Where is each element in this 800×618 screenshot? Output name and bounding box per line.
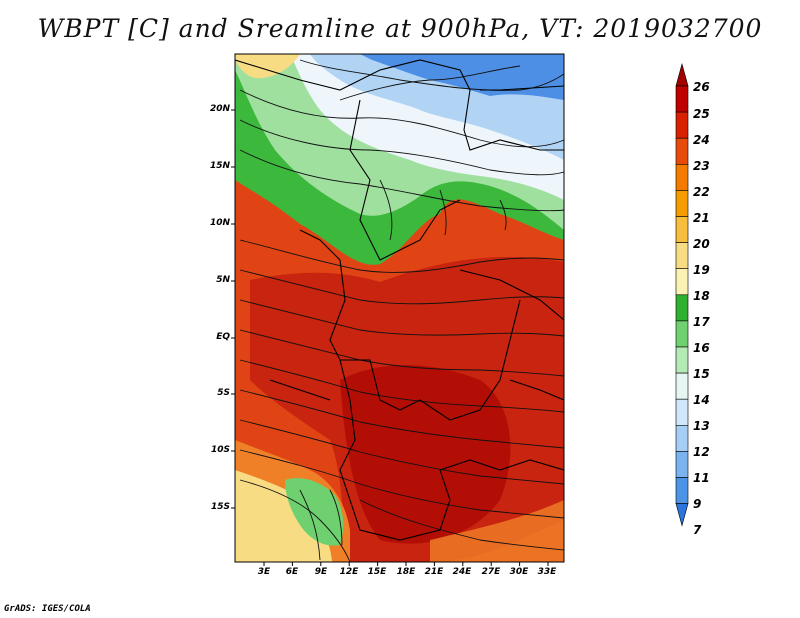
colorbar-swatch (675, 372, 689, 400)
lon-tick-label: 6E (285, 567, 299, 577)
lon-tick-label: 3E (257, 567, 271, 577)
lon-tick-label: 18E (396, 567, 416, 577)
lon-tick-label: 27E (481, 567, 501, 577)
colorbar-label: 11 (693, 471, 710, 485)
colorbar-top-arrow (675, 62, 689, 87)
lat-tick-label: 15S (210, 502, 230, 512)
colorbar-label: 13 (693, 419, 710, 433)
colorbar-swatch (675, 477, 689, 504)
colorbar-label: 14 (693, 393, 710, 407)
colorbar-label: 21 (693, 211, 710, 225)
colorbar-swatch (675, 451, 689, 478)
colorbar-label: 23 (693, 159, 710, 173)
colorbar-swatch (675, 268, 689, 296)
country-borders (235, 59, 564, 541)
colorbar-label: 25 (693, 107, 710, 121)
colorbar-bottom-arrow (675, 503, 689, 527)
temperature-field (235, 54, 564, 562)
colorbar-swatch (675, 216, 689, 243)
colorbar-swatch (675, 85, 689, 113)
colorbar-label: 9 (693, 497, 702, 511)
lon-tick-label: 15E (367, 567, 387, 577)
colorbar-swatch (675, 242, 689, 270)
colorbar-swatch (675, 294, 689, 322)
lat-tick-label: 20N (209, 104, 230, 114)
lat-tick-label: 10S (210, 445, 230, 455)
colorbar-label: 19 (693, 263, 710, 277)
map-frame (234, 53, 565, 563)
colorbar (675, 62, 689, 527)
lat-tick-label: EQ (216, 332, 230, 342)
colorbar-label: 15 (693, 367, 710, 381)
lon-tick-label: 33E (537, 567, 557, 577)
colorbar-swatch (675, 190, 689, 217)
credit-text: GrADS: IGES/COLA (4, 604, 91, 614)
colorbar-label: 24 (693, 133, 710, 147)
lat-tick-label: 5N (216, 275, 230, 285)
colorbar-swatch (675, 137, 689, 165)
yellow-south-region (235, 470, 332, 562)
lat-tick-label: 5S (217, 388, 230, 398)
colorbar-swatch (675, 346, 689, 374)
colorbar-label: 16 (693, 341, 710, 355)
colorbar-swatch (675, 398, 689, 426)
colorbar-label: 22 (693, 185, 710, 199)
lon-tick-label: 12E (339, 567, 359, 577)
colorbar-label: 26 (693, 80, 710, 94)
yellow-nw-region (235, 54, 300, 79)
colorbar-label: 20 (693, 237, 710, 251)
axis-ticks (231, 109, 549, 566)
lat-tick-label: 15N (209, 161, 230, 171)
lon-tick-label: 9E (314, 567, 328, 577)
colorbar-swatch (675, 111, 689, 139)
lon-tick-label: 24E (452, 567, 472, 577)
chart-title: WBPT [C] and Sreamline at 900hPa, VT: 20… (37, 14, 763, 43)
colorbar-label: 12 (693, 445, 710, 459)
colorbar-label: 7 (693, 523, 702, 537)
colorbar-swatch (675, 320, 689, 348)
hottest-region (340, 365, 511, 544)
lat-tick-label: 10N (209, 218, 230, 228)
lon-tick-label: 30E (509, 567, 529, 577)
colorbar-label: 18 (693, 289, 710, 303)
colorbar-swatch (675, 164, 689, 191)
streamlines (239, 59, 564, 562)
colorbar-label: 17 (693, 315, 710, 329)
colorbar-swatch (675, 424, 689, 452)
lon-tick-label: 21E (424, 567, 444, 577)
